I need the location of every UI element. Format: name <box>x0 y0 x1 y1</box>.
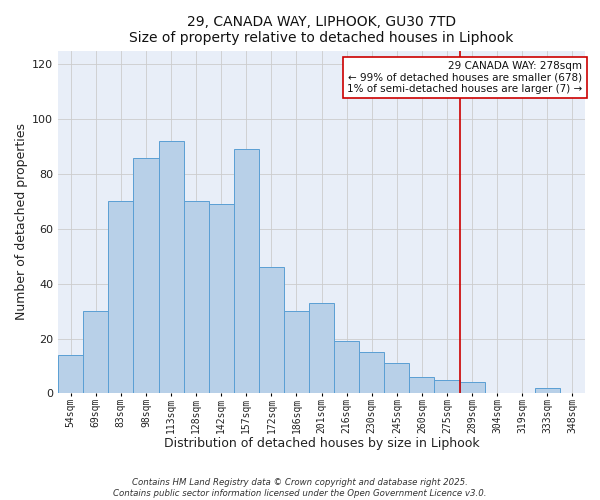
Title: 29, CANADA WAY, LIPHOOK, GU30 7TD
Size of property relative to detached houses i: 29, CANADA WAY, LIPHOOK, GU30 7TD Size o… <box>130 15 514 45</box>
Bar <box>209 204 234 394</box>
Y-axis label: Number of detached properties: Number of detached properties <box>15 124 28 320</box>
X-axis label: Distribution of detached houses by size in Liphook: Distribution of detached houses by size … <box>164 437 479 450</box>
Bar <box>384 363 409 394</box>
Bar <box>83 311 109 394</box>
Bar <box>234 150 259 394</box>
Bar <box>58 355 83 394</box>
Bar <box>535 388 560 394</box>
Bar <box>309 303 334 394</box>
Bar <box>434 380 460 394</box>
Text: Contains HM Land Registry data © Crown copyright and database right 2025.
Contai: Contains HM Land Registry data © Crown c… <box>113 478 487 498</box>
Bar <box>284 311 309 394</box>
Bar <box>334 342 359 394</box>
Bar <box>109 202 133 394</box>
Bar <box>259 267 284 394</box>
Bar <box>158 141 184 394</box>
Bar <box>184 202 209 394</box>
Text: 29 CANADA WAY: 278sqm
← 99% of detached houses are smaller (678)
1% of semi-deta: 29 CANADA WAY: 278sqm ← 99% of detached … <box>347 61 583 94</box>
Bar <box>359 352 384 394</box>
Bar <box>133 158 158 394</box>
Bar <box>460 382 485 394</box>
Bar <box>409 377 434 394</box>
